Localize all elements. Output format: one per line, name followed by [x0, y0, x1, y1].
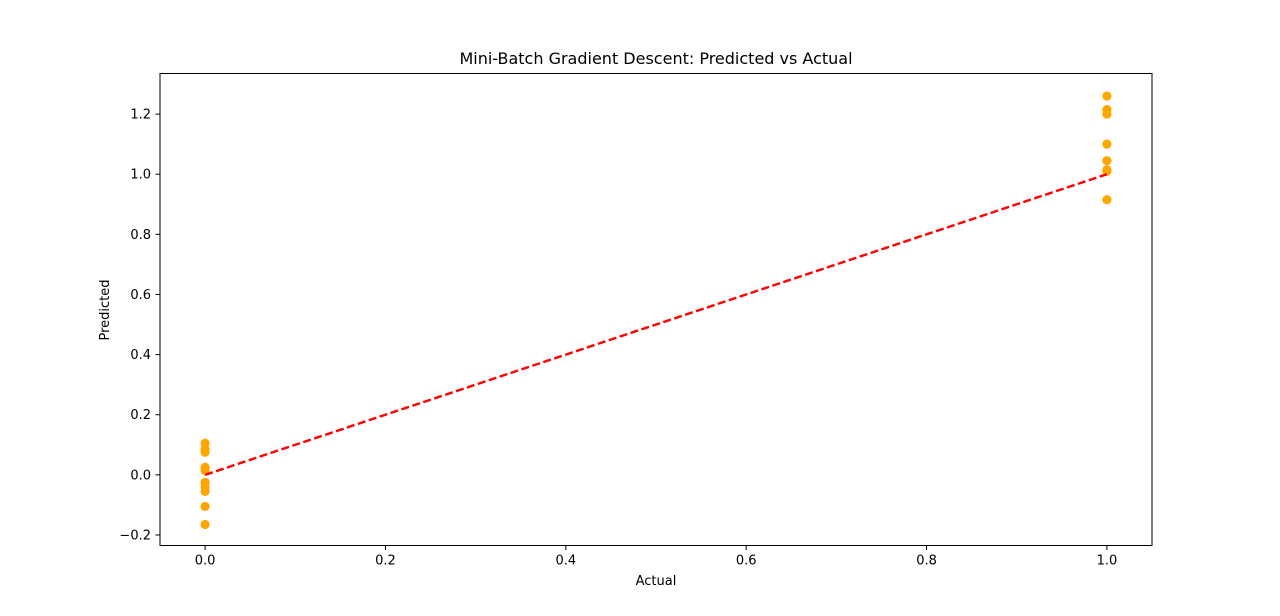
x-tick-label: 0.2: [375, 554, 396, 569]
x-tick-label: 0.8: [916, 554, 937, 569]
y-axis-ticks: −0.2 0.0 0.2 0.4 0.6 0.8 1.0 1.2: [119, 108, 160, 543]
scatter-point: [1102, 109, 1112, 119]
x-tick-label: 0.4: [555, 554, 576, 569]
y-tick-label: 0.0: [130, 468, 151, 483]
y-tick-label: 0.2: [130, 408, 151, 423]
chart-title: Mini-Batch Gradient Descent: Predicted v…: [459, 49, 852, 68]
x-tick-label: 0.6: [736, 554, 757, 569]
y-tick-label: 0.4: [130, 348, 151, 363]
y-axis-label: Predicted: [98, 279, 113, 340]
y-tick-label: 0.8: [130, 228, 151, 243]
scatter-point: [1102, 195, 1112, 205]
y-tick-label: −0.2: [119, 528, 151, 543]
plot-frame: [159, 73, 1153, 546]
x-axis-ticks: 0.0 0.2 0.4 0.6 0.8 1.0: [195, 545, 1118, 569]
scatter-point: [200, 501, 210, 512]
scatter-point: [200, 447, 210, 457]
y-tick-label: 0.6: [130, 288, 151, 303]
x-tick-label: 0.0: [195, 554, 216, 569]
scatter-point: [1102, 156, 1112, 166]
y-tick-label: 1.0: [130, 168, 151, 183]
scatter-point: [1102, 139, 1112, 149]
chart-marks: [200, 91, 1112, 530]
scatter-point: [200, 486, 210, 496]
reference-line: [204, 173, 1108, 476]
y-tick-label: 1.2: [130, 108, 151, 123]
scatter-point: [200, 519, 210, 530]
scatter-point: [200, 465, 210, 475]
scatter-point: [1102, 91, 1112, 101]
x-axis-label: Actual: [636, 574, 677, 589]
x-tick-label: 1.0: [1097, 554, 1118, 569]
scatter-point: [1102, 166, 1112, 176]
